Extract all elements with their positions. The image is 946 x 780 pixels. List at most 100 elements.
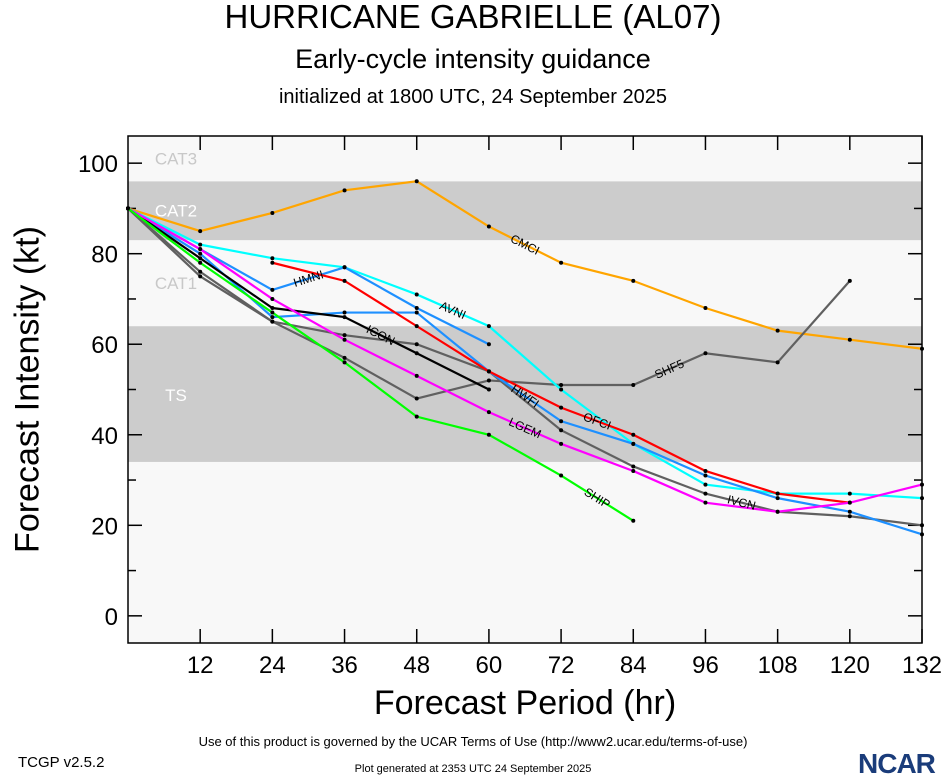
data-point [198, 247, 203, 252]
data-point [270, 315, 275, 320]
data-point [847, 509, 852, 514]
data-point [414, 292, 419, 297]
series-label: IVCN [726, 492, 757, 513]
data-point [414, 396, 419, 401]
data-point [920, 523, 924, 528]
data-point [559, 260, 564, 265]
x-axis-label: Forecast Period (hr) [373, 684, 677, 722]
data-point [198, 229, 203, 234]
data-point [342, 310, 347, 315]
terms-of-use: Use of this product is governed by the U… [198, 734, 748, 749]
x-tick-label: 48 [403, 652, 430, 679]
series-line [127, 180, 923, 350]
series-line [127, 207, 923, 527]
data-point [775, 491, 780, 496]
data-point [270, 260, 275, 265]
x-tick-label: 120 [830, 652, 870, 679]
data-point [198, 242, 203, 247]
data-point [414, 351, 419, 356]
data-point [847, 514, 852, 519]
data-point [486, 369, 491, 374]
data-point [559, 419, 564, 424]
data-point [847, 337, 852, 342]
y-tick-label: 100 [78, 151, 118, 178]
data-point [198, 260, 203, 265]
data-point [631, 382, 636, 387]
data-point [703, 491, 708, 496]
data-point [559, 405, 564, 410]
data-point [631, 464, 636, 469]
data-point [342, 360, 347, 365]
data-point [631, 518, 636, 523]
data-point [775, 496, 780, 501]
data-point [486, 324, 491, 329]
data-point [486, 378, 491, 383]
series-ofci [270, 260, 852, 505]
y-tick-label: 60 [91, 332, 118, 359]
series-hwfi [126, 206, 924, 537]
band-label: TS [165, 386, 187, 405]
data-point [703, 500, 708, 505]
band-label: CAT2 [155, 202, 197, 221]
data-point [703, 473, 708, 478]
data-point [270, 210, 275, 215]
x-tick-label: 96 [692, 652, 719, 679]
version: TCGP v2.5.2 [18, 754, 105, 771]
series-line [127, 207, 634, 522]
data-point [486, 432, 491, 437]
data-point [414, 310, 419, 315]
x-tick-label: 108 [758, 652, 798, 679]
ncar-logo: NCAR [858, 748, 936, 779]
y-tick-label: 80 [91, 242, 118, 269]
data-point [920, 532, 924, 537]
data-point [126, 206, 130, 211]
y-axis-label: Forecast Intensity (kt) [8, 226, 47, 553]
series-shf5 [126, 206, 852, 401]
data-point [270, 256, 275, 261]
data-point [486, 224, 491, 229]
data-point [559, 473, 564, 478]
data-point [198, 256, 203, 261]
data-point [414, 342, 419, 347]
data-point [847, 500, 852, 505]
y-tick-label: 40 [91, 423, 118, 450]
data-point [486, 387, 491, 392]
data-point [486, 410, 491, 415]
data-point [559, 387, 564, 392]
band-cat3 [128, 136, 922, 182]
data-point [342, 315, 347, 320]
data-point [342, 188, 347, 193]
data-point [270, 319, 275, 324]
data-point [847, 491, 852, 496]
data-point [631, 432, 636, 437]
data-point [775, 360, 780, 365]
data-point [342, 333, 347, 338]
x-tick-label: 24 [259, 652, 286, 679]
data-point [414, 179, 419, 184]
data-point [775, 328, 780, 333]
data-point [342, 265, 347, 270]
data-point [703, 468, 708, 473]
x-tick-label: 36 [331, 652, 358, 679]
data-point [847, 278, 852, 283]
init-time: initialized at 1800 UTC, 24 September 20… [278, 86, 667, 108]
chart-title: HURRICANE GABRIELLE (AL07) [224, 0, 722, 35]
data-point [198, 251, 203, 256]
data-point [920, 482, 924, 487]
data-point [631, 441, 636, 446]
data-point [270, 306, 275, 311]
data-point [920, 346, 924, 351]
series-line [127, 207, 923, 536]
data-point [631, 468, 636, 473]
data-point [414, 373, 419, 378]
data-point [414, 306, 419, 311]
data-point [631, 278, 636, 283]
data-point [559, 382, 564, 387]
data-point [342, 337, 347, 342]
x-tick-label: 60 [476, 652, 503, 679]
series-line [127, 207, 923, 500]
generated-time: Plot generated at 2353 UTC 24 September … [354, 763, 592, 775]
data-point [703, 306, 708, 311]
data-point [270, 296, 275, 301]
series-cmci [126, 179, 924, 351]
